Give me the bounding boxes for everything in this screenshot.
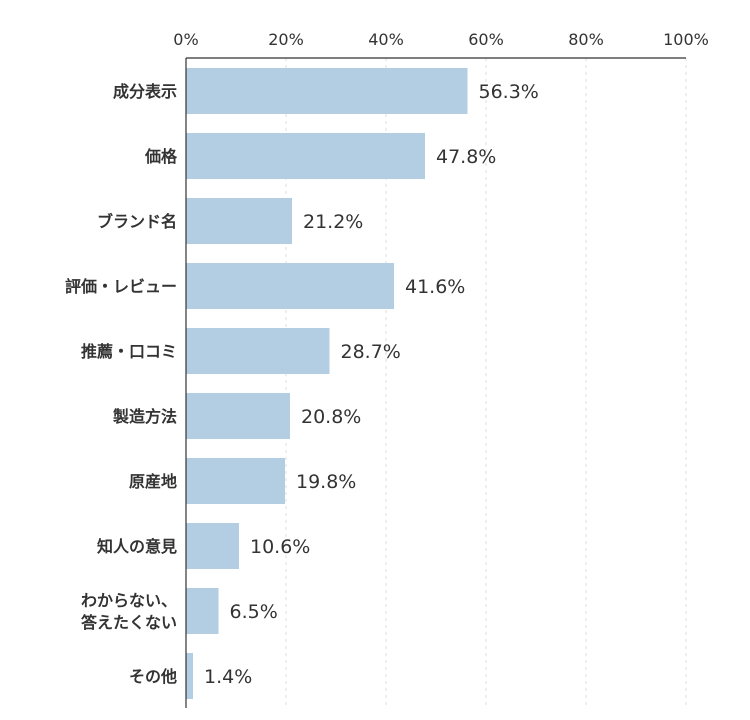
bar — [186, 133, 425, 179]
x-tick-label: 0% — [173, 30, 198, 49]
value-labels: 56.3% 47.8% 21.2% 41.6% 28.7% 20.8% 19.8% 10.6%… — [204, 81, 539, 688]
category-label: 原産地 — [129, 472, 177, 491]
value-label: 20.8% — [301, 406, 361, 428]
x-tick-label: 40% — [368, 30, 404, 49]
x-tick-label: 100% — [663, 30, 709, 49]
bar — [186, 68, 468, 114]
value-label: 56.3% — [479, 81, 539, 103]
bar — [186, 653, 193, 699]
category-label: わからない、答えたくない — [81, 591, 177, 632]
bar — [186, 328, 330, 374]
bars — [186, 68, 468, 699]
value-label: 47.8% — [436, 146, 496, 168]
value-label: 6.5% — [230, 601, 278, 623]
x-tick-label: 20% — [268, 30, 304, 49]
x-axis-ticks: 0% 20% 40% 60% 80% 100% — [173, 30, 709, 49]
x-tick-label: 80% — [568, 30, 604, 49]
value-label: 19.8% — [296, 471, 356, 493]
bar — [186, 523, 239, 569]
category-label: 知人の意見 — [97, 537, 177, 556]
axes — [185, 57, 686, 708]
x-tick-label: 60% — [468, 30, 504, 49]
bar — [186, 458, 285, 504]
category-labels: 成分表示価格ブランド名評価・レビュー推薦・口コミ製造方法原産地知人の意見わからな… — [65, 82, 178, 686]
value-label: 10.6% — [250, 536, 310, 558]
value-label: 21.2% — [303, 211, 363, 233]
bar — [186, 393, 290, 439]
category-label: 価格 — [144, 147, 178, 166]
bar — [186, 263, 394, 309]
category-label: 製造方法 — [112, 407, 177, 426]
category-label: 推薦・口コミ — [81, 342, 177, 361]
bar — [186, 588, 219, 634]
bar — [186, 198, 292, 244]
category-label: ブランド名 — [97, 212, 177, 231]
value-label: 1.4% — [204, 666, 252, 688]
category-label: その他 — [129, 667, 177, 686]
value-label: 28.7% — [341, 341, 401, 363]
value-label: 41.6% — [405, 276, 465, 298]
category-label: 評価・レビュー — [65, 277, 177, 296]
grid-lines — [285, 58, 687, 708]
category-label: 成分表示 — [113, 82, 177, 101]
